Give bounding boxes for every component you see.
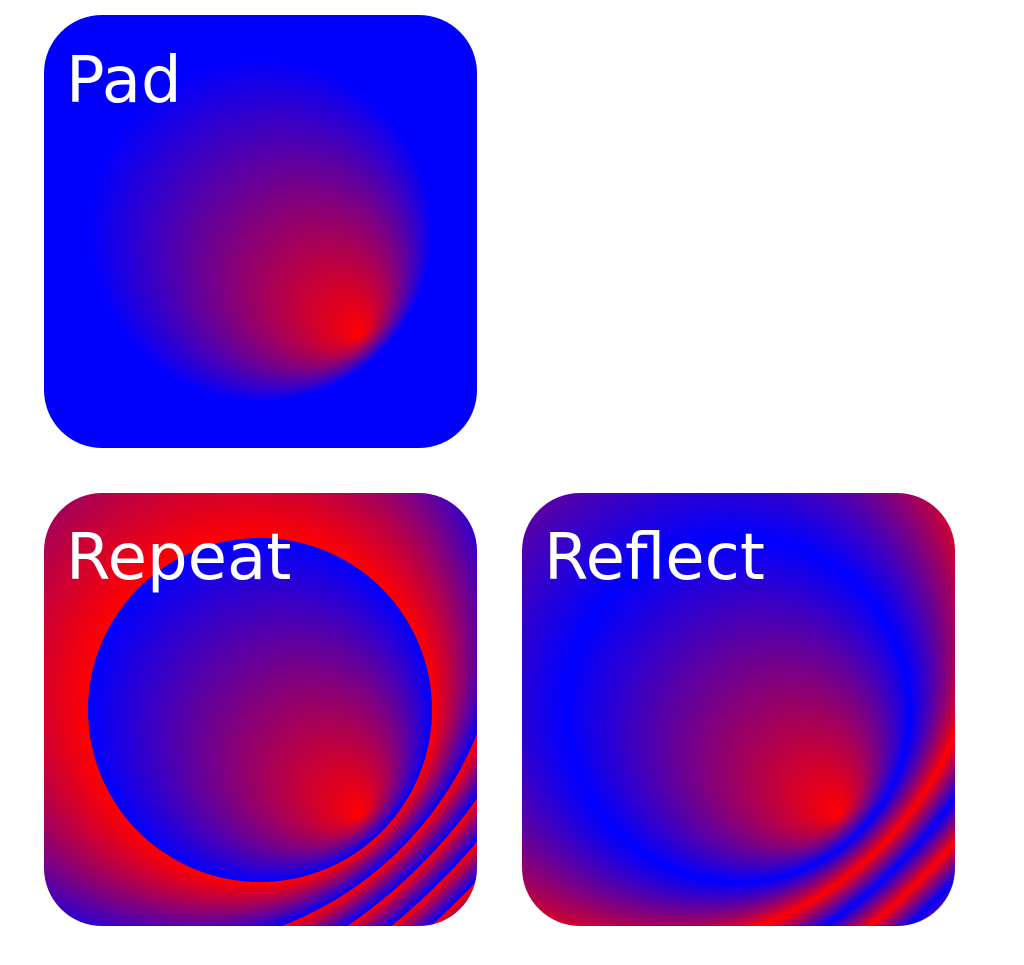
pad-panel-label: Pad xyxy=(66,44,182,118)
reflect-panel-swatch xyxy=(522,493,955,926)
pad-panel-swatch xyxy=(44,15,477,448)
repeat-panel: Repeat xyxy=(44,493,477,926)
pad-panel: Pad xyxy=(44,15,477,448)
reflect-panel-label: Reflect xyxy=(544,521,765,595)
reflect-panel: Reflect xyxy=(522,493,955,926)
repeat-panel-label: Repeat xyxy=(66,521,291,595)
repeat-panel-swatch xyxy=(44,493,477,926)
